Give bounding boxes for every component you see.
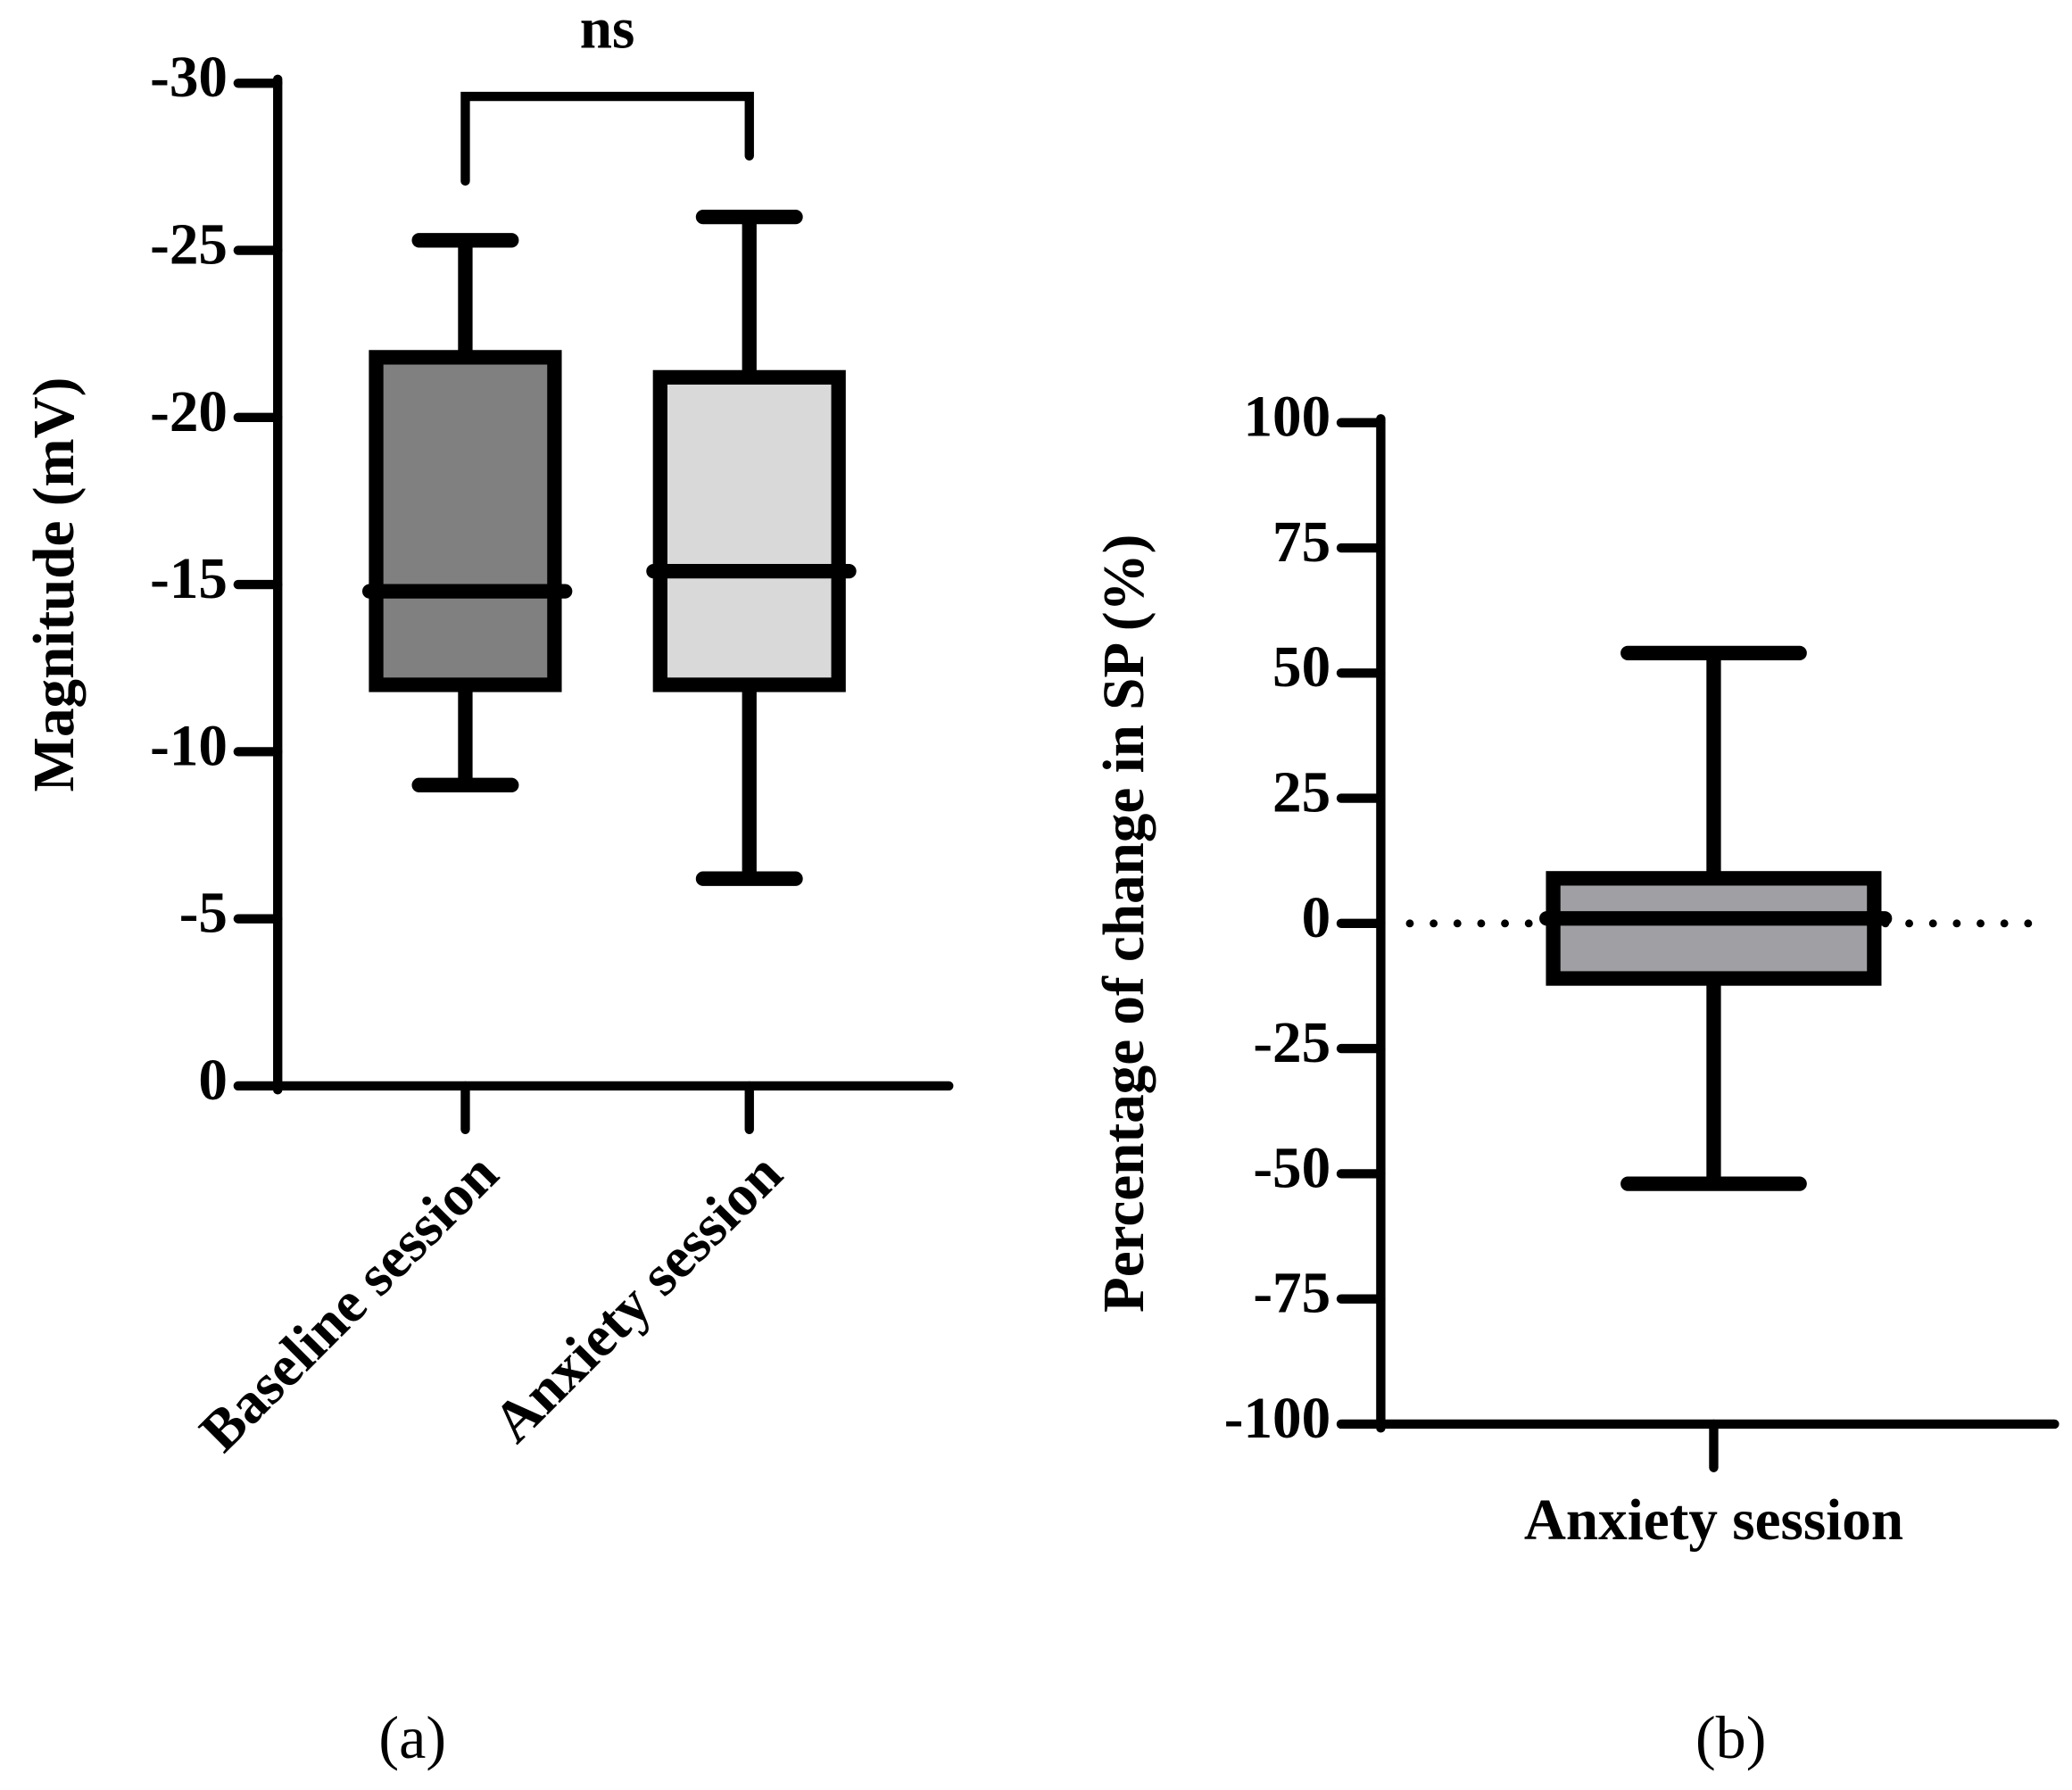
annotation: ns [580, 0, 635, 61]
y-tick-label: -30 [150, 46, 228, 110]
box [369, 350, 562, 692]
y-axis-label: Percentage of change in SP (%) [1092, 535, 1156, 1313]
y-tick-label: 50 [1272, 635, 1330, 700]
y-tick-label: 0 [1302, 886, 1331, 950]
panel-label: (b) [1695, 1703, 1766, 1771]
significance-bracket [460, 91, 754, 186]
box [1546, 871, 1882, 986]
y-tick-label: -100 [1224, 1387, 1330, 1451]
y-tick-label: 25 [1272, 761, 1330, 825]
y-tick-label: 0 [198, 1048, 228, 1113]
y-tick-label: -5 [179, 882, 228, 946]
x-tick-label: Baseline session [187, 1141, 510, 1464]
y-axis-label: Magnitude (mV) [22, 377, 87, 792]
x-tick-label: Anxiety session [1524, 1488, 1903, 1553]
y-tick-label: -10 [150, 714, 228, 778]
y-tick-label: 100 [1243, 385, 1330, 450]
y-tick-label: -20 [150, 380, 228, 444]
y-tick-label: -25 [1253, 1011, 1330, 1075]
y-tick-label: -75 [1253, 1262, 1330, 1326]
y-tick-label: -50 [1253, 1136, 1330, 1200]
x-tick-label: Anxiety session [481, 1141, 795, 1455]
y-tick-label: 75 [1272, 510, 1330, 575]
y-tick-label: -25 [150, 212, 228, 277]
box [652, 369, 846, 692]
y-tick-label: -15 [150, 547, 228, 611]
panel-label: (a) [378, 1703, 446, 1771]
